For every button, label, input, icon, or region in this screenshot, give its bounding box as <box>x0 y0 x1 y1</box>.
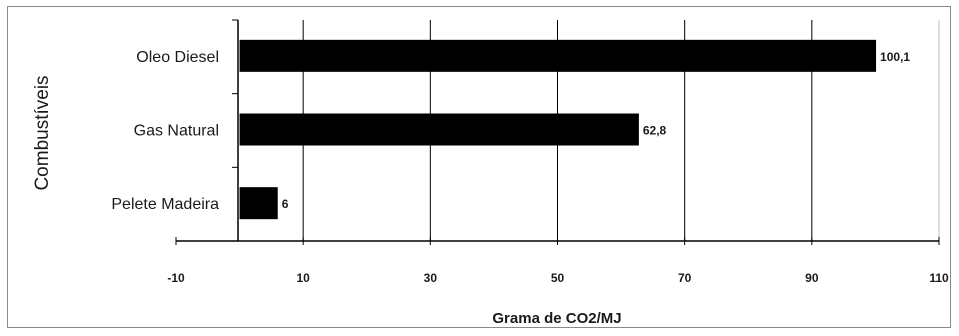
category-label: Gas Natural <box>134 123 219 140</box>
value-label: 6 <box>282 197 289 211</box>
x-axis-title: Grama de CO2/MJ <box>492 310 621 327</box>
axes <box>175 19 940 245</box>
x-tick-label: 110 <box>929 271 949 285</box>
value-label: 100,1 <box>880 50 910 64</box>
x-tick-label: 10 <box>296 271 310 285</box>
x-tick-label: 50 <box>551 271 565 285</box>
x-tick-label: -10 <box>167 271 185 285</box>
x-tick-label: 30 <box>424 271 438 285</box>
value-label: 62,8 <box>643 124 667 138</box>
bars <box>239 39 877 220</box>
category-label: Pelete Madeira <box>111 196 219 213</box>
bar <box>239 113 639 146</box>
x-tick-label: 90 <box>805 271 819 285</box>
labels: -10 10 30 50 70 90 110 Oleo Diesel 100,1 Gas Natu… <box>111 49 949 285</box>
y-axis-title: Combustíveis <box>32 75 53 190</box>
bar <box>239 187 278 220</box>
category-label: Oleo Diesel <box>136 49 219 66</box>
x-tick-label: 70 <box>678 271 692 285</box>
bar <box>239 39 877 72</box>
